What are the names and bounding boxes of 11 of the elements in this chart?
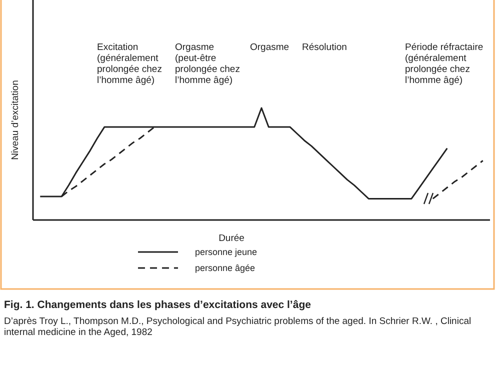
y-axis-title: Niveau d’excitation xyxy=(10,80,21,160)
legend-label: personne jeune xyxy=(195,247,258,257)
text: Excitation (généralement prolongée chez l’homme âgé) xyxy=(97,42,162,86)
text: D’après Troy L., Thompson M.D., Psychological and Psychiatric problems of the aged. In Schrier R.W. , Clinical internal medicine in the Aged, 1982 xyxy=(4,316,472,338)
x-axis-title: Durée xyxy=(218,233,244,244)
text: Orgasme xyxy=(250,42,290,53)
text: Période réfractaire (généralement prolongée chez l’homme âgé) xyxy=(405,42,484,86)
text: Résolution xyxy=(302,42,347,53)
legend-label: personne âgée xyxy=(195,263,256,273)
text: Orgasme (peut-être prolongée chez l’homme âgé) xyxy=(175,42,240,86)
text: Fig. 1. Changements dans les phases d’excitations avec l’âge xyxy=(4,299,312,311)
